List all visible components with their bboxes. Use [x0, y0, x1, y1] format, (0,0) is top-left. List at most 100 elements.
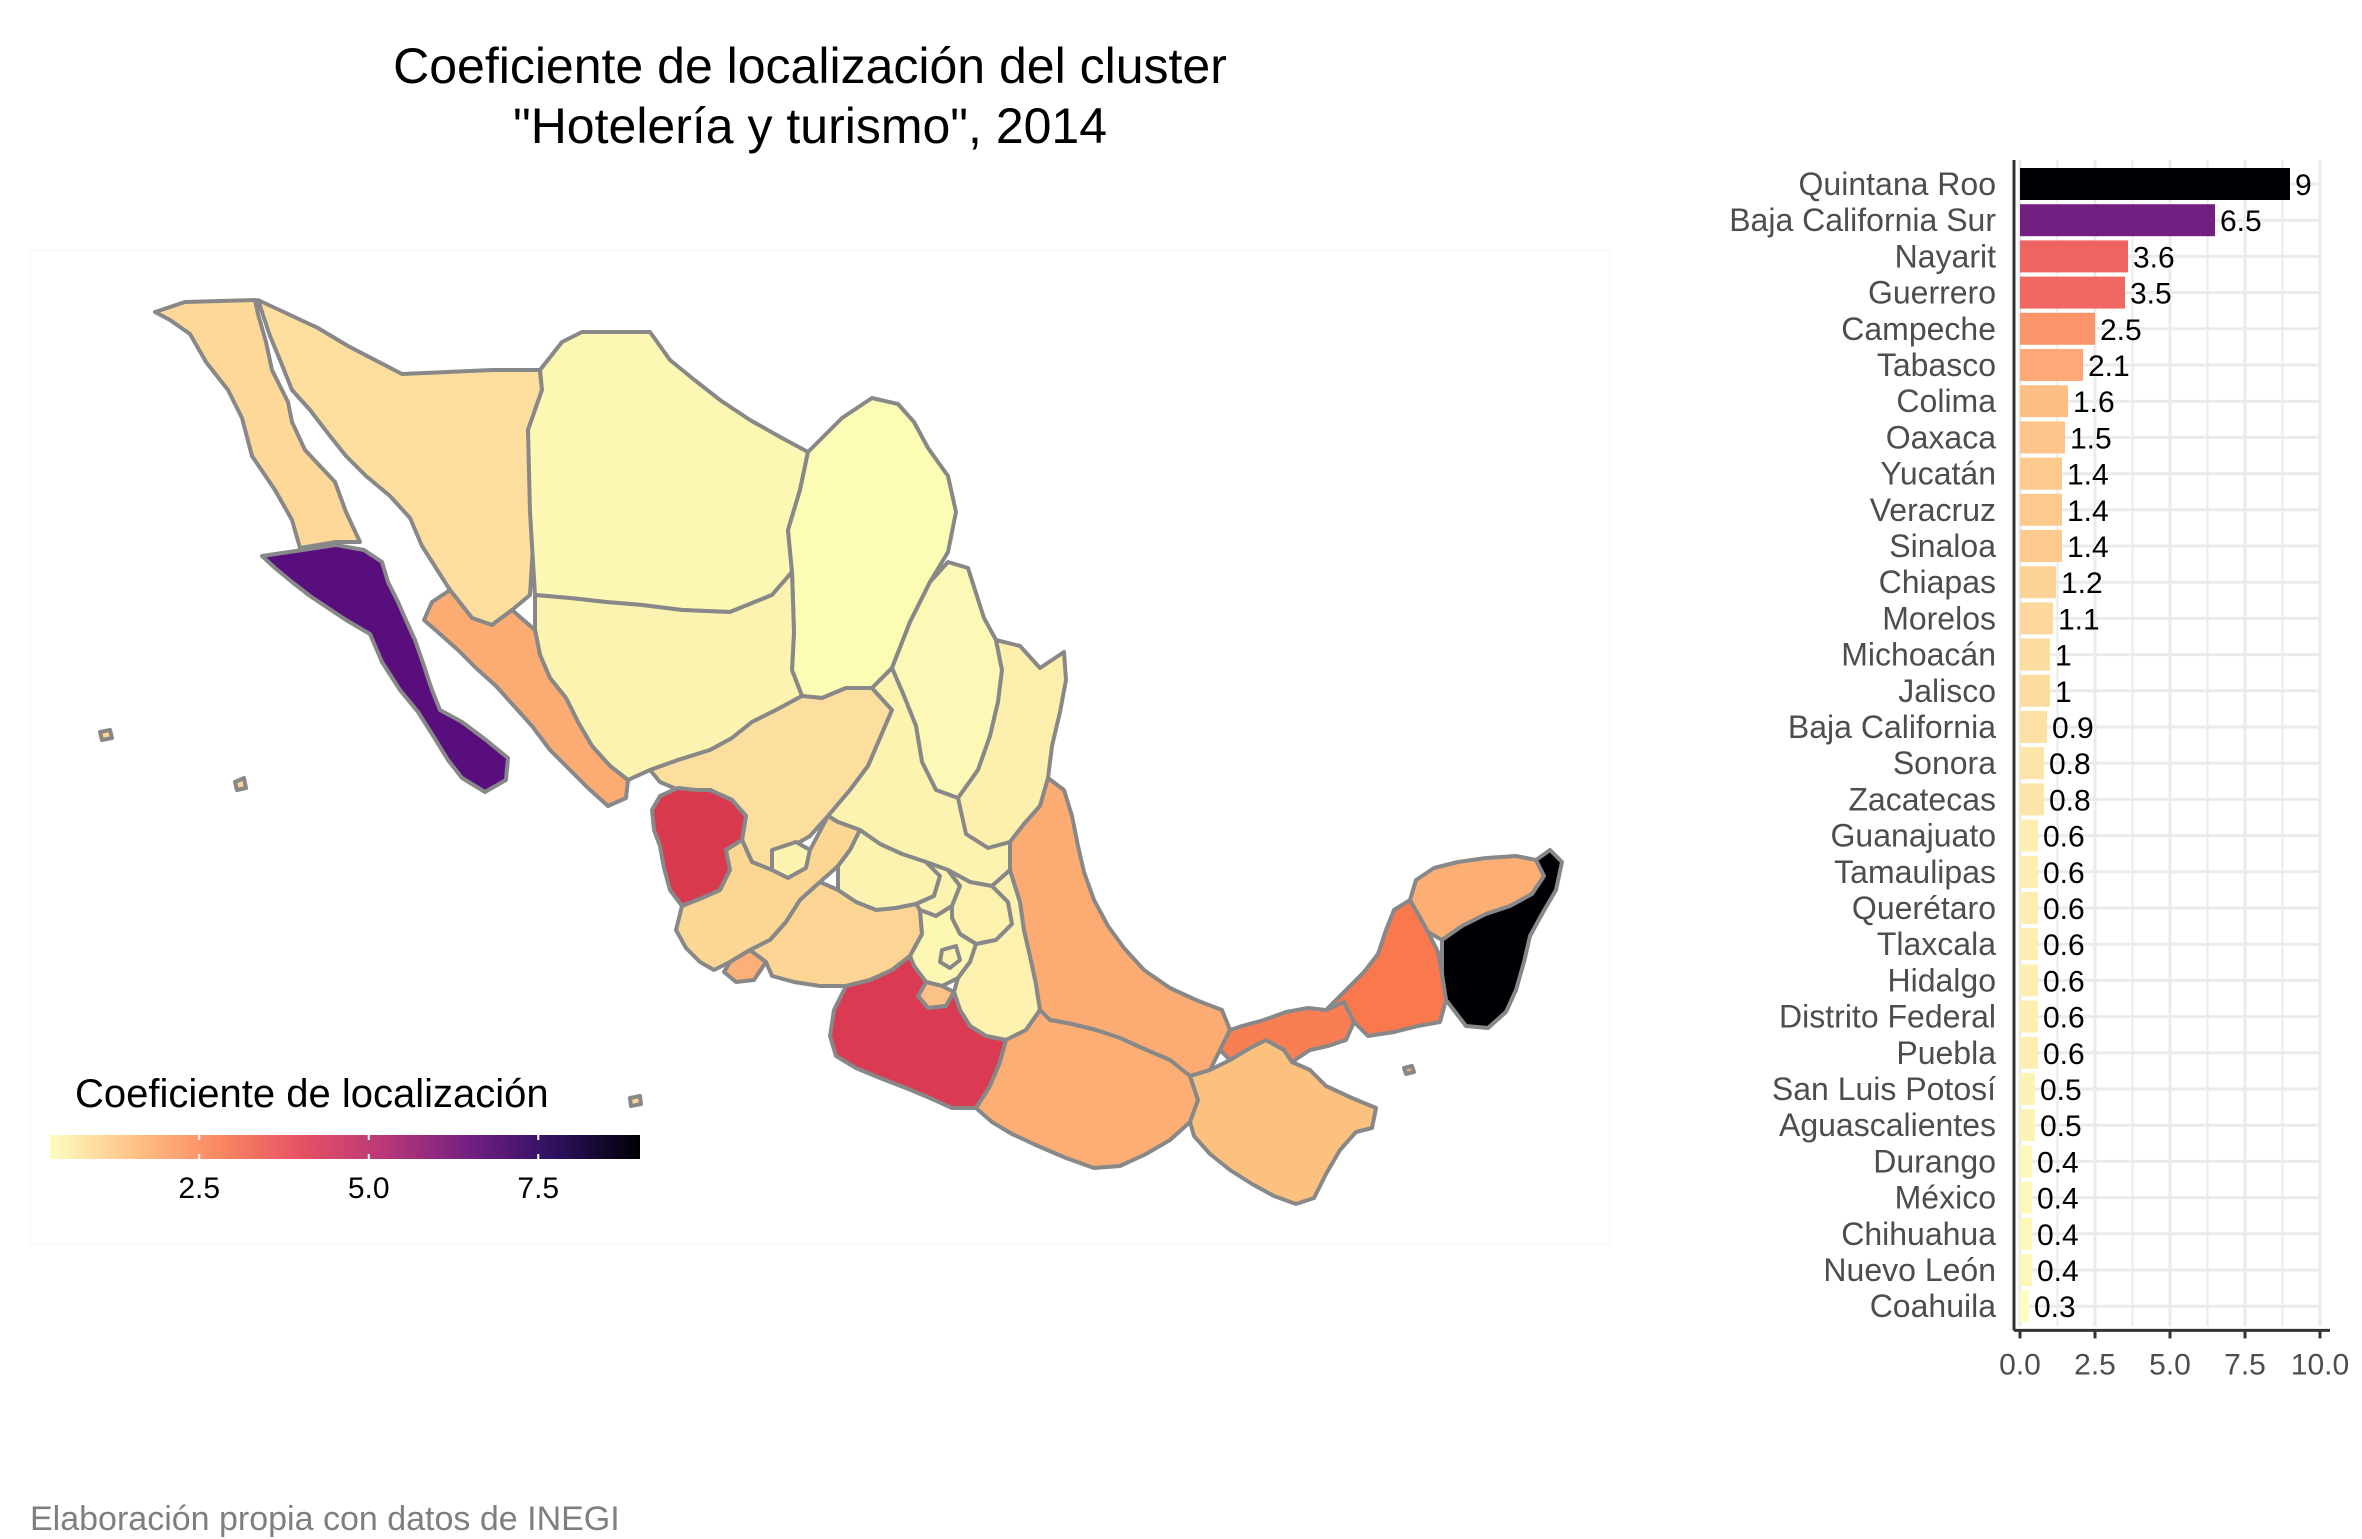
x-axis: 0.0 2.5 5.0 7.5 10.0 [1999, 1330, 2349, 1381]
bar [2020, 349, 2083, 381]
category-label: San Luis Potosí [1772, 1071, 1996, 1107]
bar [2020, 747, 2044, 780]
state-campeche [1324, 898, 1448, 1038]
category-label: Querétaro [1852, 890, 1996, 926]
category-label: Veracruz [1870, 492, 1996, 528]
state-quintana-roo [1440, 848, 1564, 1030]
island [233, 776, 248, 792]
bar [2020, 928, 2038, 961]
category-label: Distrito Federal [1779, 999, 1996, 1035]
bars: Quintana Roo 9 Baja California Sur 6.5 Nayar… [1729, 166, 2311, 1324]
category-label: México [1895, 1180, 1996, 1216]
category-label: Yucatán [1880, 456, 1996, 492]
value-label: 0.8 [2049, 784, 2091, 817]
state-baja-california-sur [260, 543, 510, 794]
category-label: Nayarit [1895, 238, 1996, 274]
x-tick-label: 7.5 [2224, 1348, 2266, 1381]
bar [2020, 1181, 2032, 1214]
value-label: 1 [2055, 640, 2072, 673]
bar [2020, 819, 2038, 852]
value-label: 2.1 [2088, 350, 2130, 383]
value-label: 0.6 [2043, 965, 2085, 998]
title-line-2: "Hotelería y turismo", 2014 [512, 98, 1108, 154]
x-tick-label: 2.5 [2074, 1348, 2116, 1381]
chart-title: Coeficiente de localización del cluster … [30, 36, 1590, 156]
state-chihuahua [526, 330, 810, 614]
x-tick-label: 0.0 [1999, 1348, 2041, 1381]
value-label: 1.4 [2067, 531, 2109, 564]
category-label: Puebla [1896, 1035, 1996, 1071]
value-label: 3.6 [2133, 241, 2175, 274]
value-label: 0.6 [2043, 857, 2085, 890]
island [1402, 1064, 1416, 1076]
value-label: 6.5 [2220, 205, 2262, 238]
value-label: 2.5 [2100, 314, 2142, 347]
state-baja-california [153, 298, 362, 550]
value-label: 1.4 [2067, 459, 2109, 492]
bar [2020, 1254, 2032, 1286]
state-tabasco [1218, 1000, 1356, 1064]
value-label: 0.9 [2052, 712, 2094, 745]
island [628, 1094, 643, 1108]
value-label: 1.1 [2058, 603, 2100, 636]
value-label: 0.4 [2037, 1146, 2079, 1179]
category-label: Sonora [1893, 745, 1996, 781]
bar [2020, 1036, 2038, 1069]
category-label: Coahuila [1870, 1288, 1997, 1324]
bar [2020, 711, 2047, 743]
bar [2020, 1217, 2032, 1250]
category-label: Sinaloa [1889, 528, 1996, 564]
value-label: 3.5 [2130, 278, 2172, 311]
legend-tick-label: 2.5 [178, 1172, 220, 1205]
value-label: 0.5 [2040, 1074, 2082, 1107]
bar [2020, 240, 2128, 273]
category-label: Chihuahua [1841, 1216, 1996, 1252]
x-tick-label: 5.0 [2149, 1348, 2191, 1381]
bar [2020, 385, 2068, 418]
bar-chart: Quintana Roo 9 Baja California Sur 6.5 Nayar… [1729, 160, 2349, 1381]
category-label: Jalisco [1898, 673, 1996, 709]
value-label: 0.4 [2037, 1183, 2079, 1216]
state-sinaloa [422, 588, 630, 808]
category-label: Durango [1873, 1143, 1996, 1179]
bar [2020, 602, 2053, 635]
bar [2020, 964, 2038, 997]
bar [2020, 1000, 2038, 1033]
category-label: Zacatecas [1848, 781, 1996, 817]
category-label: Chiapas [1879, 564, 1996, 600]
category-label: Tlaxcala [1877, 926, 1996, 962]
value-label: 0.4 [2037, 1219, 2079, 1252]
bar [2020, 276, 2125, 309]
state-distrito-federal [938, 944, 962, 970]
state-chiapas [1188, 1038, 1378, 1206]
category-label: Aguascalientes [1779, 1107, 1996, 1143]
bar [2020, 457, 2062, 490]
category-label: Michoacán [1841, 637, 1996, 673]
category-label: Campeche [1841, 311, 1996, 347]
bar [2020, 674, 2050, 707]
category-label: Guerrero [1868, 275, 1996, 311]
value-label: 0.4 [2037, 1255, 2079, 1288]
category-label: Quintana Roo [1799, 166, 1996, 202]
bar [2020, 168, 2290, 200]
bar [2020, 204, 2215, 237]
bar [2020, 1073, 2035, 1105]
category-label: Oaxaca [1886, 419, 1996, 455]
category-label: Nuevo León [1823, 1252, 1996, 1288]
bar [2020, 855, 2038, 888]
bar [2020, 1109, 2035, 1142]
island [98, 728, 114, 742]
value-label: 0.3 [2034, 1291, 2076, 1324]
bar [2020, 638, 2050, 671]
color-legend: 2.5 5.0 7.5 [50, 1135, 640, 1205]
value-label: 0.6 [2043, 1038, 2085, 1071]
category-label: Tabasco [1877, 347, 1996, 383]
value-label: 0.8 [2049, 748, 2091, 781]
state-oaxaca [974, 1008, 1200, 1170]
value-label: 9 [2295, 169, 2312, 202]
choropleth-map [98, 298, 1564, 1206]
category-label: Tamaulipas [1834, 854, 1996, 890]
category-label: Morelos [1882, 600, 1996, 636]
value-label: 1.6 [2073, 386, 2115, 419]
category-label: Hidalgo [1887, 962, 1996, 998]
